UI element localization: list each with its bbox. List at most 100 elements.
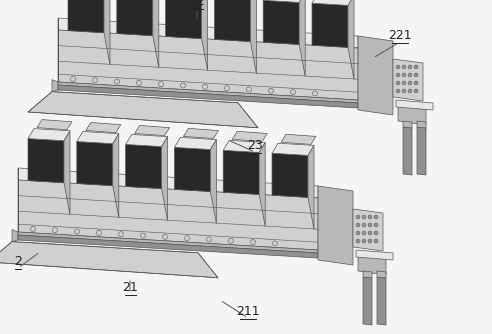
Circle shape: [119, 232, 123, 237]
Circle shape: [356, 239, 360, 243]
Polygon shape: [184, 128, 218, 139]
Circle shape: [408, 73, 412, 77]
Circle shape: [362, 215, 366, 219]
Circle shape: [368, 231, 372, 235]
Circle shape: [402, 81, 406, 85]
Polygon shape: [52, 79, 58, 92]
Text: 22: 22: [189, 0, 205, 8]
Polygon shape: [202, 0, 208, 70]
Circle shape: [207, 237, 212, 242]
Polygon shape: [161, 137, 168, 221]
Polygon shape: [232, 131, 267, 142]
Polygon shape: [272, 153, 308, 197]
Polygon shape: [417, 127, 426, 175]
Polygon shape: [166, 0, 202, 39]
Circle shape: [374, 215, 378, 219]
Circle shape: [203, 84, 208, 89]
Text: 21: 21: [122, 281, 138, 294]
Polygon shape: [28, 129, 70, 141]
Circle shape: [414, 65, 418, 69]
Circle shape: [246, 87, 251, 92]
Polygon shape: [377, 277, 386, 325]
Circle shape: [402, 89, 406, 93]
Polygon shape: [77, 132, 119, 144]
Circle shape: [141, 233, 146, 238]
Circle shape: [408, 65, 412, 69]
Circle shape: [184, 236, 189, 240]
Circle shape: [356, 223, 360, 227]
Circle shape: [228, 238, 234, 243]
Circle shape: [408, 81, 412, 85]
Polygon shape: [211, 140, 216, 223]
Polygon shape: [64, 131, 70, 215]
Polygon shape: [358, 255, 386, 275]
Circle shape: [402, 65, 406, 69]
Circle shape: [414, 89, 418, 93]
Circle shape: [368, 239, 372, 243]
Polygon shape: [215, 0, 250, 41]
Polygon shape: [58, 85, 358, 108]
Polygon shape: [272, 143, 314, 155]
Circle shape: [136, 80, 142, 86]
Polygon shape: [117, 0, 153, 36]
Circle shape: [374, 231, 378, 235]
Circle shape: [408, 89, 412, 93]
Polygon shape: [396, 100, 433, 110]
Circle shape: [368, 215, 372, 219]
Polygon shape: [58, 82, 358, 103]
Circle shape: [414, 73, 418, 77]
Circle shape: [374, 239, 378, 243]
Polygon shape: [263, 0, 305, 2]
Polygon shape: [104, 0, 110, 65]
Text: 2: 2: [14, 255, 22, 268]
Circle shape: [31, 226, 35, 231]
Polygon shape: [77, 142, 113, 186]
Polygon shape: [398, 105, 426, 125]
Circle shape: [290, 90, 296, 95]
Polygon shape: [377, 271, 386, 278]
Polygon shape: [174, 147, 211, 191]
Polygon shape: [18, 235, 318, 258]
Circle shape: [312, 91, 317, 96]
Polygon shape: [18, 180, 318, 250]
Text: 211: 211: [236, 305, 260, 318]
Polygon shape: [250, 0, 256, 73]
Circle shape: [92, 78, 97, 83]
Circle shape: [70, 76, 75, 81]
Polygon shape: [299, 0, 305, 76]
Circle shape: [115, 79, 120, 84]
Polygon shape: [353, 209, 383, 251]
Polygon shape: [0, 241, 218, 278]
Circle shape: [269, 88, 274, 93]
Circle shape: [181, 83, 185, 88]
Polygon shape: [135, 126, 170, 136]
Polygon shape: [86, 123, 121, 133]
Circle shape: [396, 89, 400, 93]
Circle shape: [362, 231, 366, 235]
Circle shape: [356, 231, 360, 235]
Circle shape: [368, 223, 372, 227]
Polygon shape: [417, 121, 426, 128]
Polygon shape: [68, 0, 104, 33]
Polygon shape: [358, 36, 393, 115]
Polygon shape: [58, 30, 358, 100]
Polygon shape: [223, 150, 259, 194]
Polygon shape: [28, 92, 258, 128]
Circle shape: [250, 239, 255, 244]
Polygon shape: [312, 0, 354, 5]
Circle shape: [374, 223, 378, 227]
Circle shape: [74, 229, 80, 234]
Polygon shape: [363, 271, 372, 278]
Circle shape: [396, 65, 400, 69]
Polygon shape: [18, 168, 318, 198]
Circle shape: [402, 73, 406, 77]
Circle shape: [53, 228, 58, 233]
Polygon shape: [259, 143, 265, 226]
Circle shape: [414, 81, 418, 85]
Polygon shape: [113, 134, 119, 218]
Polygon shape: [348, 0, 354, 79]
Polygon shape: [125, 135, 168, 147]
Circle shape: [96, 230, 101, 235]
Polygon shape: [12, 230, 18, 241]
Text: 23: 23: [247, 139, 263, 152]
